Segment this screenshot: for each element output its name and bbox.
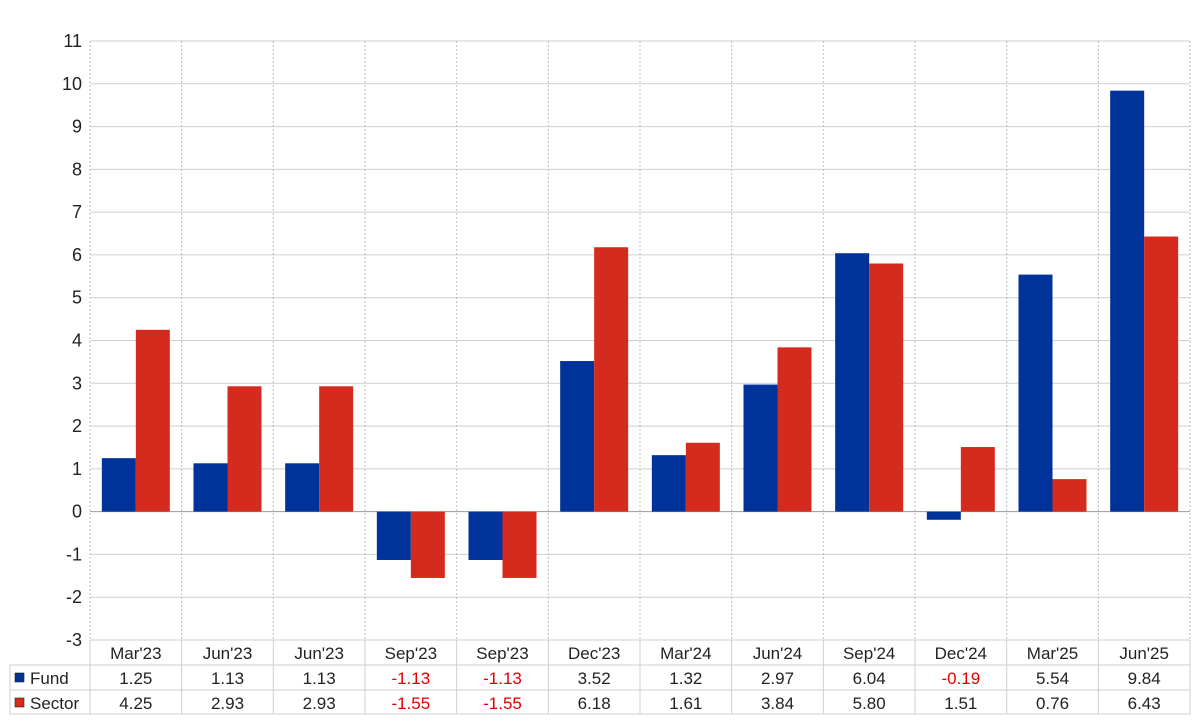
x-tick-label: Mar'25 xyxy=(1027,644,1078,663)
bar-fund xyxy=(560,361,595,512)
data-label-fund: -1.13 xyxy=(483,669,522,688)
data-label-fund: 9.84 xyxy=(1128,669,1161,688)
legend-label-fund: Fund xyxy=(30,669,69,688)
data-label-fund: 1.25 xyxy=(119,669,152,688)
bar-sector xyxy=(227,386,262,512)
y-tick-label: 4 xyxy=(72,331,82,351)
x-tick-label: Sep'24 xyxy=(843,644,895,663)
bar-sector xyxy=(410,511,445,578)
bars xyxy=(101,90,1179,578)
x-tick-label: Mar'23 xyxy=(110,644,161,663)
y-tick-label: 10 xyxy=(62,74,82,94)
y-tick-label: 11 xyxy=(63,31,82,51)
x-tick-label: Dec'23 xyxy=(568,644,620,663)
bar-fund xyxy=(376,511,411,560)
bar-sector xyxy=(777,347,812,512)
y-tick-label: 8 xyxy=(72,159,82,179)
legend-swatch-fund xyxy=(14,672,25,683)
data-label-sector: 2.93 xyxy=(303,694,336,713)
x-tick-label: Jun'23 xyxy=(203,644,253,663)
y-tick-label: 0 xyxy=(72,502,82,522)
data-label-fund: 1.13 xyxy=(303,669,336,688)
bar-fund xyxy=(468,511,503,560)
y-tick-label: 6 xyxy=(72,245,82,265)
bar-fund xyxy=(1110,90,1145,512)
data-label-fund: 5.54 xyxy=(1036,669,1069,688)
data-label-sector: 0.76 xyxy=(1036,694,1069,713)
data-label-fund: 6.04 xyxy=(853,669,886,688)
bar-sector xyxy=(319,386,354,512)
bar-sector xyxy=(594,247,629,512)
data-label-sector: 2.93 xyxy=(211,694,244,713)
y-tick-label: 7 xyxy=(72,202,82,222)
x-tick-label: Jun'23 xyxy=(294,644,344,663)
data-label-sector: -1.55 xyxy=(391,694,430,713)
y-tick-label: 2 xyxy=(72,416,82,436)
y-tick-label: -1 xyxy=(66,544,82,564)
data-label-sector: -1.55 xyxy=(483,694,522,713)
x-tick-label: Jun'25 xyxy=(1119,644,1169,663)
x-tick-label: Sep'23 xyxy=(385,644,437,663)
data-label-sector: 1.51 xyxy=(944,694,977,713)
bar-fund xyxy=(193,463,228,512)
data-label-sector: 4.25 xyxy=(119,694,152,713)
bar-fund xyxy=(285,463,320,512)
y-tick-label: 3 xyxy=(72,373,82,393)
bar-sector xyxy=(869,263,904,512)
y-tick-label: -3 xyxy=(66,630,82,650)
data-label-sector: 3.84 xyxy=(761,694,794,713)
data-label-fund: -1.13 xyxy=(391,669,430,688)
data-table: Mar'23 Jun'23 Jun'23 Sep'23 Sep'23 Dec'23 Mar'… xyxy=(9,640,1191,715)
bar-fund xyxy=(835,253,870,512)
y-tick-label: 1 xyxy=(72,459,82,479)
bar-fund xyxy=(101,458,136,512)
data-label-sector: 1.61 xyxy=(669,694,702,713)
bar-fund xyxy=(1018,274,1053,512)
bar-sector xyxy=(1144,236,1179,512)
legend-label-sector: Sector xyxy=(30,694,79,713)
data-label-sector: 6.43 xyxy=(1128,694,1161,713)
data-label-fund: 3.52 xyxy=(578,669,611,688)
bar-fund xyxy=(926,511,961,520)
x-tick-label: Jun'24 xyxy=(753,644,803,663)
bar-sector xyxy=(685,442,720,512)
y-tick-label: -2 xyxy=(66,587,82,607)
bar-fund xyxy=(651,455,686,512)
bar-sector xyxy=(960,447,995,512)
x-tick-label: Dec'24 xyxy=(935,644,987,663)
data-label-fund: -0.19 xyxy=(941,669,980,688)
data-label-sector: 5.80 xyxy=(853,694,886,713)
bar-sector xyxy=(135,329,170,512)
y-tick-label: 9 xyxy=(72,117,82,137)
bar-fund xyxy=(743,384,778,512)
bar-sector xyxy=(502,511,537,578)
data-label-fund: 1.32 xyxy=(669,669,702,688)
data-label-fund: 2.97 xyxy=(761,669,794,688)
legend-swatch-sector xyxy=(14,697,25,708)
bar-sector xyxy=(1052,479,1087,512)
x-tick-label: Sep'23 xyxy=(476,644,528,663)
x-tick-label: Mar'24 xyxy=(660,644,711,663)
y-tick-label: 5 xyxy=(72,288,82,308)
data-label-fund: 1.13 xyxy=(211,669,244,688)
data-label-sector: 6.18 xyxy=(578,694,611,713)
